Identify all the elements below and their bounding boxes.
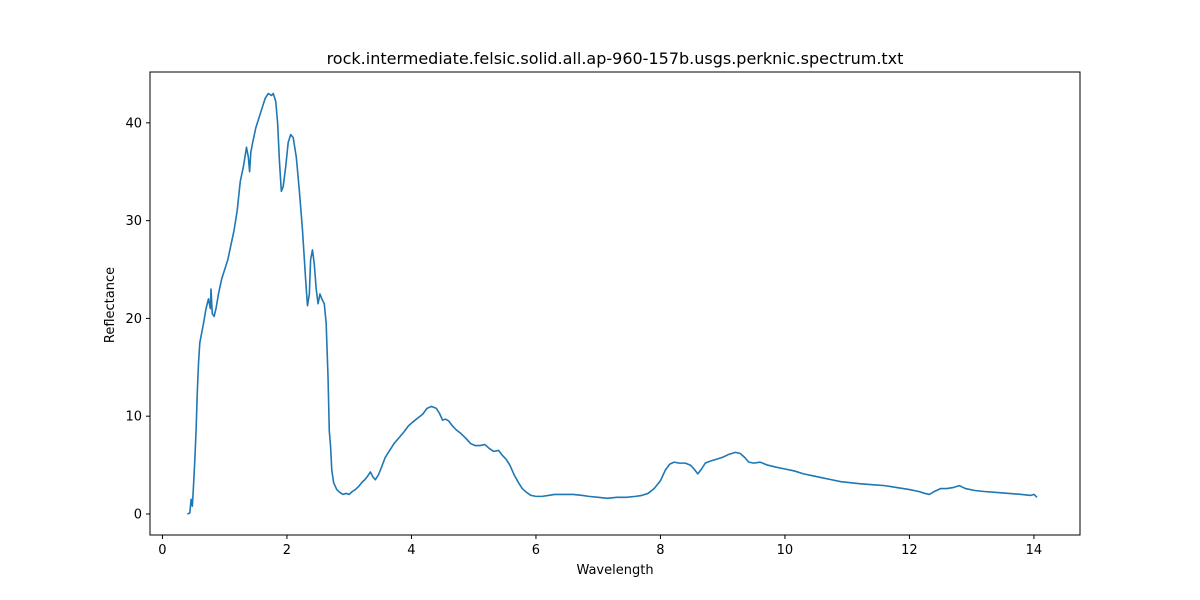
x-axis: 0 2 4 6 8 10 12 14 [158, 535, 1042, 558]
chart-title: rock.intermediate.felsic.solid.all.ap-96… [327, 49, 904, 68]
y-axis: 0 10 20 30 40 [125, 116, 150, 522]
x-tick-label-10: 10 [777, 543, 794, 558]
y-tick-label-0: 0 [134, 507, 142, 522]
y-tick-label-30: 30 [125, 214, 142, 229]
plot-area [149, 71, 1081, 536]
x-tick-label-2: 2 [283, 543, 291, 558]
x-tick-label-0: 0 [158, 543, 166, 558]
x-tick-label-6: 6 [532, 543, 540, 558]
x-tick-label-8: 8 [656, 543, 664, 558]
x-tick-label-12: 12 [901, 543, 918, 558]
series-line-0 [187, 92, 1038, 515]
y-tick-label-40: 40 [125, 116, 142, 131]
x-axis-label: Wavelength [576, 563, 653, 578]
y-tick-label-20: 20 [125, 312, 142, 327]
x-tick-label-14: 14 [1026, 543, 1043, 558]
x-tick-label-4: 4 [407, 543, 415, 558]
axes-frame [149, 71, 1081, 536]
y-axis-label: Reflectance [103, 267, 118, 343]
y-tick-label-10: 10 [125, 410, 142, 425]
